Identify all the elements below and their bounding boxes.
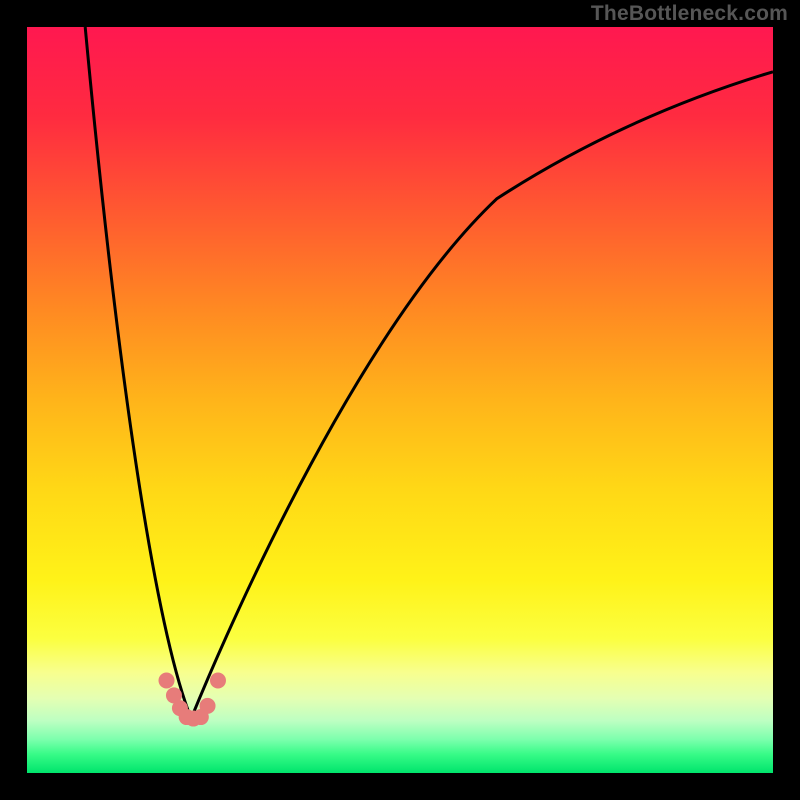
data-marker (200, 698, 216, 714)
bottleneck-curve (85, 27, 773, 719)
marker-cluster (159, 672, 226, 726)
data-marker (159, 672, 175, 688)
watermark-text: TheBottleneck.com (591, 2, 788, 26)
chart-frame: TheBottleneck.com (0, 0, 800, 800)
plot-area (27, 27, 773, 773)
curve-overlay (27, 27, 773, 773)
data-marker (210, 672, 226, 688)
